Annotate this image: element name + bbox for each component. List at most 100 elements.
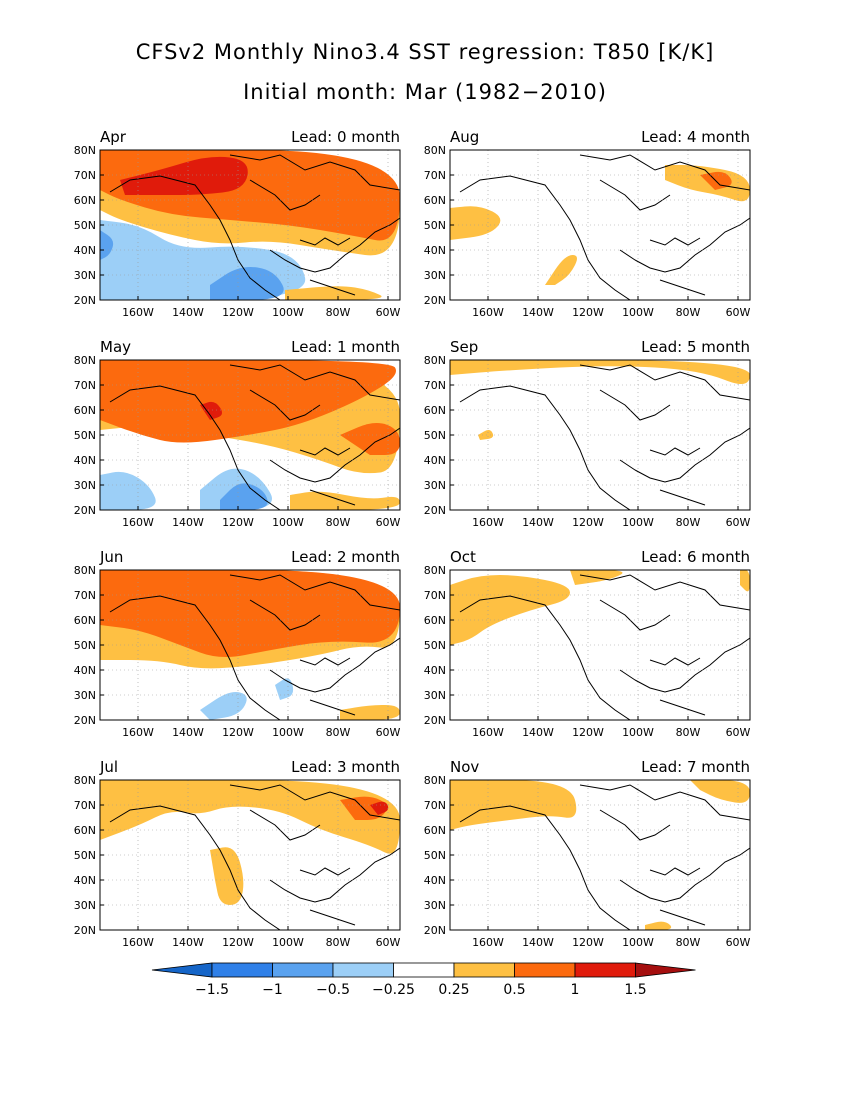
map-panel: 80N 70N 60N 50N 40N 30N 20N 160W 140W 120W 100W 80W… (424, 128, 751, 319)
lat-label: 60N (424, 404, 446, 417)
figure-subtitle: Initial month: Mar (1982−2010) (243, 80, 607, 104)
colorbar-swatch (272, 962, 334, 978)
colorbar-swatch (514, 962, 576, 978)
colorbar: −1.5 −1 −0.5 −0.25 0.25 0.5 1 1.5 (151, 962, 696, 998)
colorbar-label: −1.5 (195, 982, 229, 998)
lat-label: 80N (424, 144, 446, 157)
lon-label: 60W (376, 726, 401, 739)
lon-label: 100W (272, 306, 304, 319)
coastline (249, 599, 321, 631)
coastline (659, 699, 706, 716)
lat-label: 70N (424, 589, 446, 602)
lat-label: 40N (424, 874, 446, 887)
lon-label: 140W (522, 306, 554, 319)
panel-month: Jun (99, 548, 123, 566)
coastline (659, 489, 706, 506)
coastline (299, 447, 351, 456)
lat-label: 40N (74, 874, 96, 887)
coastline (229, 364, 400, 401)
lon-label: 120W (572, 306, 604, 319)
coastline (619, 637, 750, 693)
coastline (109, 805, 281, 930)
lat-label: 70N (74, 169, 96, 182)
colorbar-right-arrow (635, 962, 696, 978)
colorbar-label: 0.25 (438, 982, 469, 998)
contour-fill-pos-1 (200, 401, 222, 420)
lon-label: 60W (376, 936, 401, 949)
lon-label: 80W (676, 516, 701, 529)
lat-label: 80N (74, 144, 96, 157)
coastline (659, 279, 706, 296)
lon-label: 80W (676, 726, 701, 739)
panel-month: Oct (450, 548, 476, 566)
panel-month: Nov (450, 758, 479, 776)
lat-label: 60N (74, 614, 96, 627)
panel-month: May (100, 338, 131, 356)
colorbar-label: −1 (262, 982, 283, 998)
lat-label: 70N (74, 799, 96, 812)
coastline (249, 179, 321, 211)
contour-fill-pos-025 (545, 255, 577, 285)
lat-label: 60N (74, 404, 96, 417)
contour-fill-pos-025 (100, 780, 400, 854)
lon-label: 140W (172, 516, 204, 529)
lon-label: 120W (222, 516, 254, 529)
lon-label: 160W (472, 726, 504, 739)
panel-month: Apr (100, 128, 127, 146)
contour-fill-pos-025 (290, 491, 400, 510)
contour-fill-pos-05 (340, 423, 400, 455)
lat-label: 20N (424, 294, 446, 307)
lat-label: 30N (424, 479, 446, 492)
lon-label: 60W (726, 936, 751, 949)
contour-fill-pos-025 (740, 570, 750, 592)
coastline (459, 385, 631, 510)
coastline (299, 867, 351, 876)
lat-label: 20N (424, 504, 446, 517)
lat-label: 60N (424, 194, 446, 207)
lat-label: 30N (424, 269, 446, 282)
panel-month: Jul (99, 758, 118, 776)
contour-fills (100, 360, 400, 510)
contour-fill-pos-05 (100, 570, 400, 657)
colorbar-swatch (453, 962, 515, 978)
lon-label: 120W (222, 306, 254, 319)
lat-label: 80N (424, 774, 446, 787)
lat-label: 60N (74, 194, 96, 207)
lon-label: 100W (272, 516, 304, 529)
lat-label: 40N (74, 244, 96, 257)
coastline (649, 237, 701, 246)
lat-label: 50N (424, 219, 446, 232)
coastline (309, 699, 356, 716)
coastline (659, 909, 706, 926)
lat-label: 40N (74, 664, 96, 677)
contour-fill-pos-025 (690, 780, 750, 803)
lat-label: 30N (74, 479, 96, 492)
panel-lead: Lead: 0 month (291, 128, 400, 146)
coastline (309, 909, 356, 926)
lat-label: 70N (424, 799, 446, 812)
coastline (299, 237, 351, 246)
contour-fill-pos-025 (450, 575, 570, 645)
map-background (450, 360, 750, 510)
contour-fill-pos-025 (340, 705, 400, 720)
contour-fill-pos-025 (450, 360, 750, 384)
contour-fills (100, 780, 400, 930)
contour-fill-pos-025 (478, 430, 494, 440)
lat-label: 80N (74, 774, 96, 787)
panel-lead: Lead: 6 month (641, 548, 750, 566)
coastline (269, 847, 400, 903)
contour-fills (100, 570, 400, 720)
map-panel: 80N 70N 60N 50N 40N 30N 20N 160W 140W 120W 100W 80W… (74, 338, 401, 529)
contour-fills (100, 150, 400, 300)
lat-label: 60N (74, 824, 96, 837)
lat-label: 20N (424, 924, 446, 937)
lon-label: 160W (122, 306, 154, 319)
lon-label: 160W (122, 936, 154, 949)
contour-fills (450, 780, 750, 930)
lat-label: 60N (424, 614, 446, 627)
panel-lead: Lead: 7 month (641, 758, 750, 776)
coastline (619, 427, 750, 483)
map-panel: 80N 70N 60N 50N 40N 30N 20N 160W 140W 120W 100W 80W… (424, 548, 751, 739)
lon-label: 100W (622, 726, 654, 739)
lon-label: 80W (326, 306, 351, 319)
